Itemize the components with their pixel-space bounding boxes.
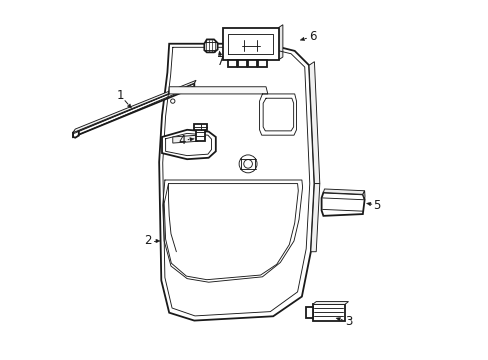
- Polygon shape: [162, 130, 215, 159]
- Polygon shape: [258, 60, 267, 67]
- Polygon shape: [73, 80, 196, 133]
- Polygon shape: [189, 138, 194, 141]
- Polygon shape: [204, 40, 217, 52]
- Polygon shape: [159, 44, 314, 320]
- Polygon shape: [308, 62, 319, 184]
- Polygon shape: [73, 83, 194, 137]
- Polygon shape: [305, 307, 312, 318]
- Text: 2: 2: [143, 234, 151, 247]
- Polygon shape: [335, 318, 340, 321]
- Polygon shape: [323, 189, 364, 194]
- Polygon shape: [312, 302, 348, 305]
- Text: 5: 5: [373, 199, 380, 212]
- Text: 7: 7: [217, 55, 224, 68]
- Polygon shape: [238, 60, 247, 67]
- Polygon shape: [300, 37, 304, 41]
- Polygon shape: [73, 131, 79, 138]
- Polygon shape: [310, 184, 319, 252]
- Text: 3: 3: [344, 315, 351, 328]
- Polygon shape: [218, 51, 222, 55]
- Polygon shape: [362, 191, 364, 200]
- Polygon shape: [156, 239, 160, 243]
- Text: 1: 1: [117, 89, 124, 102]
- Polygon shape: [321, 193, 364, 216]
- Polygon shape: [172, 135, 198, 143]
- Polygon shape: [278, 25, 282, 60]
- Polygon shape: [248, 60, 257, 67]
- Polygon shape: [366, 202, 370, 206]
- Polygon shape: [223, 28, 278, 60]
- Polygon shape: [169, 87, 267, 94]
- Text: 4: 4: [178, 134, 185, 147]
- Polygon shape: [194, 124, 207, 130]
- Text: 6: 6: [308, 30, 316, 43]
- Polygon shape: [312, 305, 344, 320]
- Polygon shape: [196, 129, 205, 140]
- Polygon shape: [127, 104, 131, 108]
- Polygon shape: [228, 60, 237, 67]
